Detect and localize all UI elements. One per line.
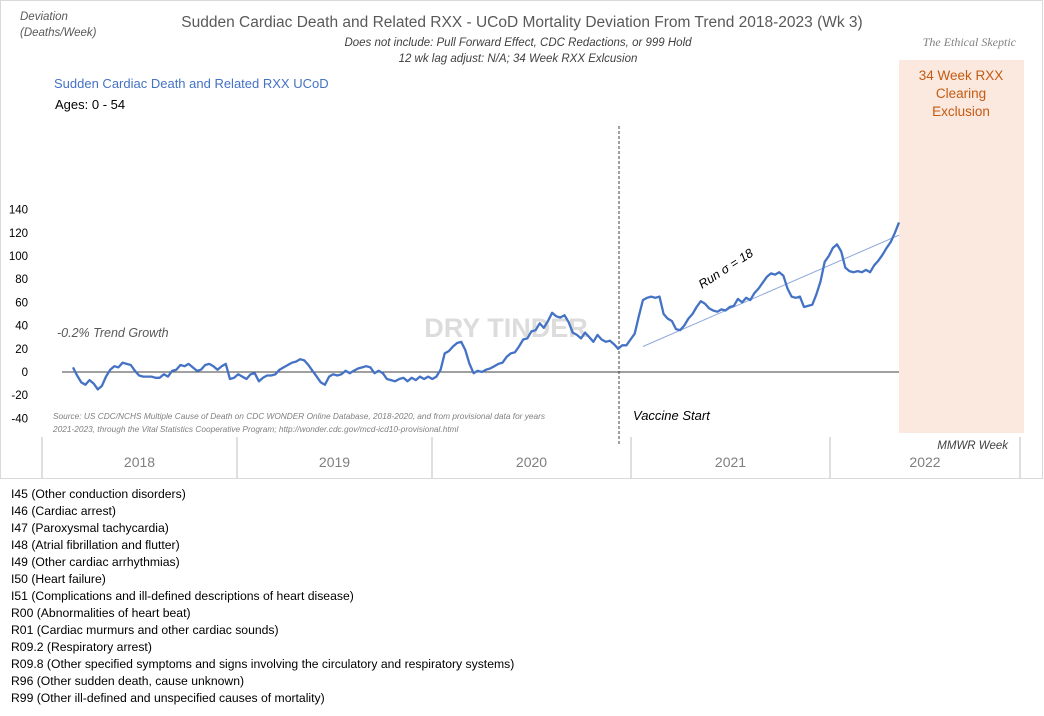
trend-growth-label: -0.2% Trend Growth bbox=[57, 326, 169, 340]
y-tick-label: 140 bbox=[9, 205, 28, 217]
y-tick-label: 0 bbox=[22, 367, 28, 379]
year-label: 2021 bbox=[715, 454, 746, 470]
y-tick-label: 120 bbox=[9, 228, 28, 240]
y-tick-label: 20 bbox=[15, 344, 28, 356]
exclusion-label-1: 34 Week RXX bbox=[919, 68, 1004, 83]
y-tick-label: 40 bbox=[15, 321, 28, 333]
year-label: 2019 bbox=[319, 454, 350, 470]
chart-subtitle-2: 12 wk lag adjust: N/A; 34 Week RXX Exlcu… bbox=[399, 53, 638, 65]
y-tick-label: -20 bbox=[11, 390, 28, 402]
brand-label: The Ethical Skeptic bbox=[923, 35, 1017, 49]
y-axis-label-2: (Deaths/Week) bbox=[20, 27, 97, 39]
series-legend-label: Sudden Cardiac Death and Related RXX UCo… bbox=[54, 76, 329, 91]
run-trend-line bbox=[642, 234, 900, 347]
icd-code-item: R09.8 (Other specified symptoms and sign… bbox=[11, 657, 515, 671]
year-label: 2020 bbox=[516, 454, 547, 470]
exclusion-label-3: Exclusion bbox=[932, 104, 990, 119]
series-line bbox=[71, 221, 901, 391]
icd-code-item: I48 (Atrial fibrillation and flutter) bbox=[11, 538, 180, 552]
exclusion-zone bbox=[899, 60, 1024, 433]
y-tick-label: 60 bbox=[15, 297, 28, 309]
vaccine-start-label: Vaccine Start bbox=[633, 408, 711, 423]
chart-subtitle-1: Does not include: Pull Forward Effect, C… bbox=[344, 37, 692, 49]
exclusion-label-2: Clearing bbox=[936, 86, 986, 101]
y-tick-label: -40 bbox=[11, 413, 28, 425]
icd-code-list: I45 (Other conduction disorders) I46 (Car… bbox=[11, 486, 514, 707]
year-label: 2022 bbox=[909, 454, 940, 470]
icd-code-item: R99 (Other ill-defined and unspecified c… bbox=[11, 691, 325, 705]
icd-code-item: I49 (Other cardiac arrhythmias) bbox=[11, 555, 180, 569]
year-label: 2018 bbox=[124, 454, 155, 470]
chart-frame bbox=[0, 0, 1043, 479]
icd-code-item: R09.2 (Respiratory arrest) bbox=[11, 640, 152, 654]
chart-title: Sudden Cardiac Death and Related RXX - U… bbox=[181, 14, 862, 31]
source-note-2: 2021-2023, through the Vital Statistics … bbox=[52, 424, 460, 434]
y-axis-label-1: Deviation bbox=[20, 11, 68, 23]
icd-code-item: I45 (Other conduction disorders) bbox=[11, 487, 186, 501]
source-note-1: Source: US CDC/NCHS Multiple Cause of De… bbox=[53, 411, 545, 421]
y-tick-label: 80 bbox=[15, 274, 28, 286]
icd-code-item: R01 (Cardiac murmurs and other cardiac s… bbox=[11, 623, 279, 637]
icd-code-item: I47 (Paroxysmal tachycardia) bbox=[11, 521, 169, 535]
series-ages-label: Ages: 0 - 54 bbox=[55, 97, 125, 112]
year-axis: 2018 2019 2020 2021 2022 bbox=[41, 437, 1021, 478]
icd-code-item: I50 (Heart failure) bbox=[11, 572, 106, 586]
icd-code-item: I46 (Cardiac arrest) bbox=[11, 504, 116, 518]
x-axis-label: MMWR Week bbox=[937, 440, 1009, 452]
icd-code-item: R00 (Abnormalities of heart beat) bbox=[11, 606, 191, 620]
icd-code-item: I51 (Complications and ill-defined descr… bbox=[11, 589, 354, 603]
icd-code-item: R96 (Other sudden death, cause unknown) bbox=[11, 674, 245, 688]
y-tick-label: 100 bbox=[9, 251, 28, 263]
watermark: DRY TINDER bbox=[424, 313, 588, 343]
y-tick-labels: -40 -20 0 20 40 60 80 100 120 140 bbox=[9, 205, 28, 426]
chart: -40 -20 0 20 40 60 80 100 120 140 2018 2019 2020 202… bbox=[0, 0, 1043, 479]
